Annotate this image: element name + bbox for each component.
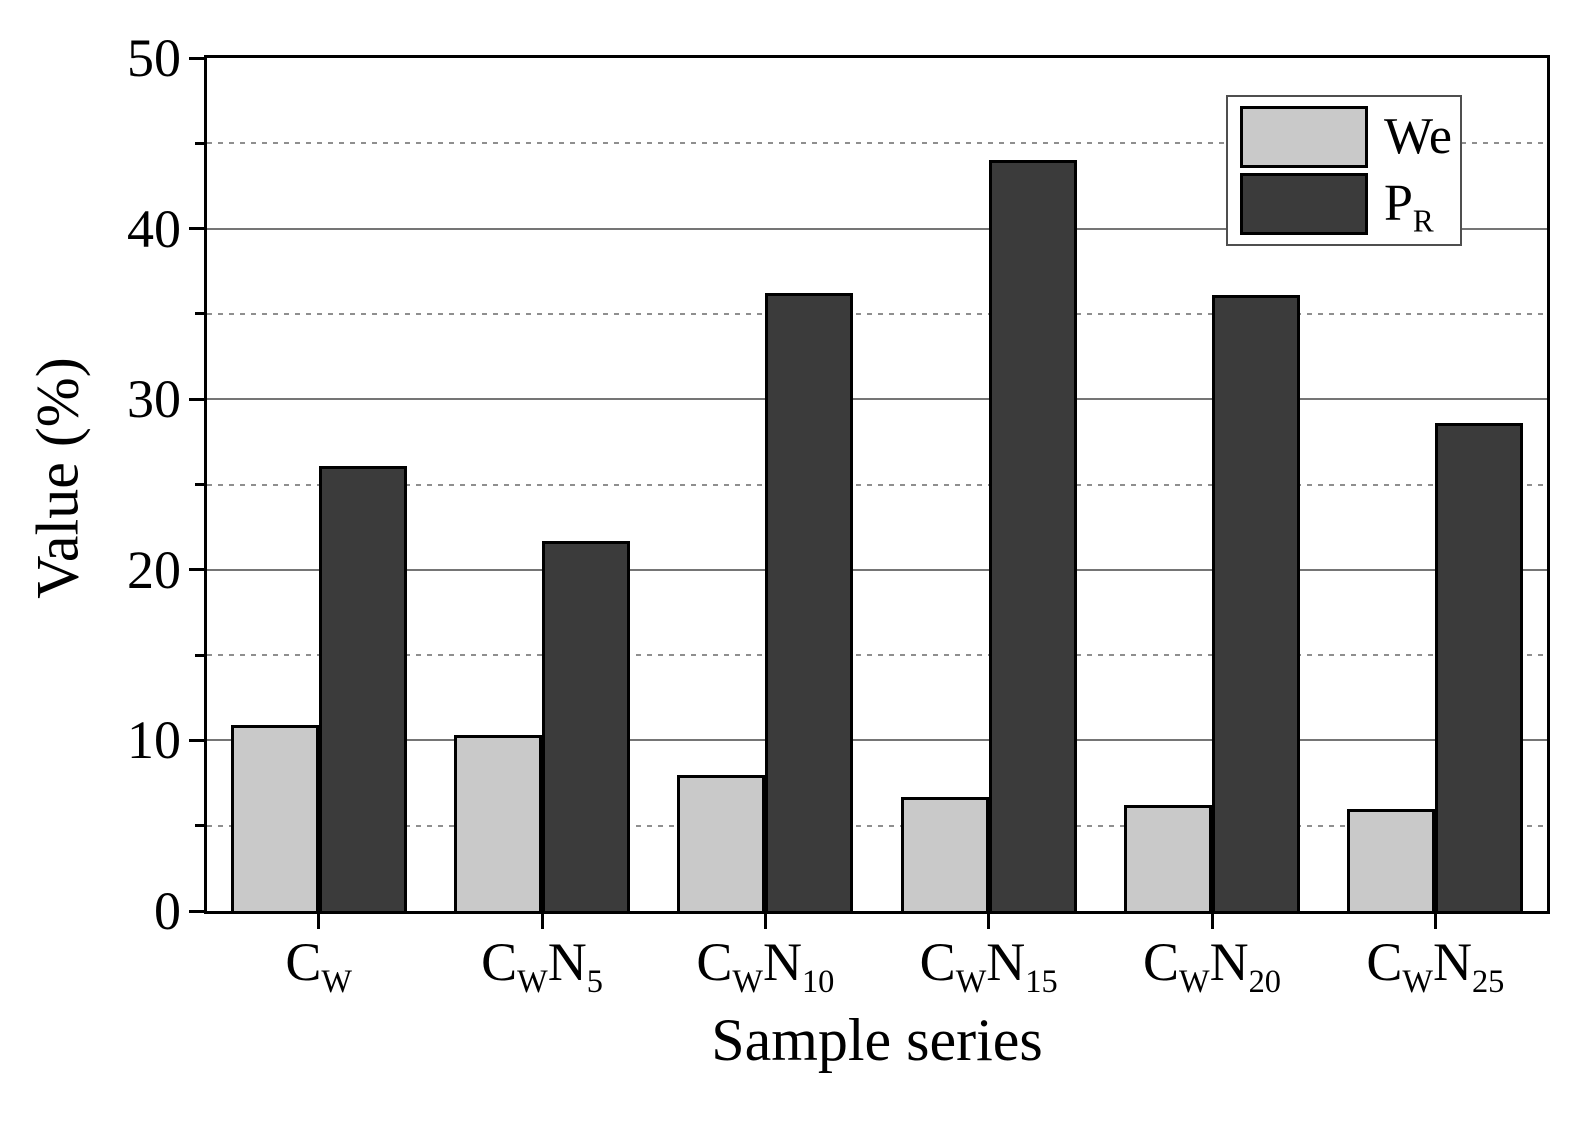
y-axis-major-tick (189, 568, 204, 572)
y-tick-label: 10 (127, 710, 181, 771)
legend-swatch-pr (1240, 173, 1368, 235)
y-axis-minor-tick (195, 483, 204, 486)
grid-line-minor (207, 824, 1547, 827)
y-axis-title: Value (%) (24, 357, 91, 599)
bar-pr (542, 540, 630, 911)
bar-pr (1435, 423, 1524, 911)
y-axis-major-tick (189, 227, 204, 231)
x-axis-tick (1210, 914, 1214, 929)
bar-pr (318, 465, 407, 911)
bar-we (677, 774, 766, 911)
grid-line-major (207, 568, 1547, 571)
x-tick-label: CWN5 (481, 932, 603, 1000)
y-tick-label: 20 (127, 539, 181, 600)
x-tick-label: CWN15 (919, 932, 1058, 1000)
y-tick-label: 40 (127, 198, 181, 259)
plot-area: 0 10 20 30 40 50 CW CWN5 CWN10 CWN15 CWN20 CWN25 We P… (127, 31, 1550, 998)
bar-we (454, 735, 542, 911)
legend-swatch-we (1240, 106, 1368, 168)
y-axis-minor-tick (195, 824, 204, 828)
y-tick-label: 0 (154, 881, 181, 941)
y-axis-major-tick (189, 738, 204, 742)
bar-we (900, 796, 989, 911)
x-axis-tick (540, 914, 544, 929)
bar-we (230, 725, 319, 911)
x-axis-tick (1433, 914, 1437, 929)
y-tick-label: 50 (127, 28, 181, 88)
legend-item-pr: PR (1240, 173, 1448, 239)
x-tick-label: CW (285, 932, 352, 1000)
bar-pr (1212, 295, 1300, 911)
x-axis-title: Sample series (711, 1007, 1043, 1073)
bar-we (1124, 805, 1212, 911)
x-axis-tick (987, 914, 991, 929)
grid-line-major (207, 398, 1547, 401)
y-axis-major-tick (189, 397, 204, 401)
legend-label: PR (1384, 175, 1434, 239)
y-tick-label: 30 (127, 369, 181, 430)
y-axis-minor-tick (195, 653, 204, 657)
legend-item-we: We (1240, 106, 1452, 168)
y-axis-major-tick (189, 56, 204, 60)
x-axis-tick (763, 914, 767, 929)
grid-line-minor (207, 312, 1547, 315)
bar-pr (988, 160, 1077, 911)
y-axis-major-tick (189, 909, 204, 913)
grid-line-major (207, 227, 1547, 230)
bar-pr (765, 293, 854, 911)
grid-line-major (207, 739, 1547, 742)
bar-we (1347, 808, 1436, 911)
x-tick-label: CWN25 (1366, 932, 1505, 1000)
x-tick-label: CWN20 (1143, 932, 1281, 1000)
y-axis-minor-tick (195, 141, 204, 145)
x-axis-tick (317, 914, 321, 929)
legend-label: We (1384, 108, 1452, 165)
y-axis-minor-tick (195, 312, 204, 316)
grid-line-minor (207, 142, 1547, 145)
grid-line-minor (207, 483, 1547, 486)
legend: We PR (1226, 95, 1462, 246)
x-tick-label: CWN10 (696, 932, 835, 1000)
grid-line-minor (207, 654, 1547, 657)
